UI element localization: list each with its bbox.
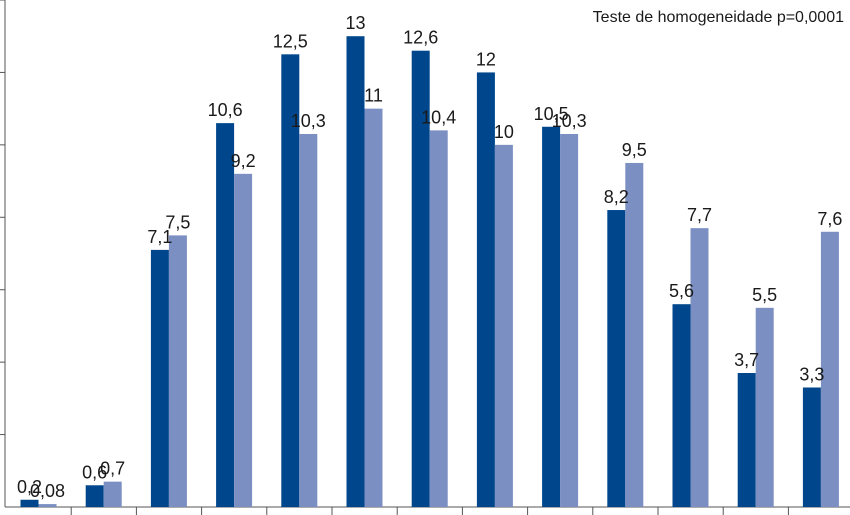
data-label-series2: 10,3: [291, 111, 326, 131]
data-label-series2: 0,08: [30, 481, 65, 501]
data-label-series1: 12,6: [403, 28, 438, 48]
data-label-series2: 10: [494, 122, 514, 142]
data-label-series2: 7,7: [687, 205, 712, 225]
bar-series1: [737, 373, 756, 507]
chart-data-labels: 0,2 0,6 7,1 10,6 12,5 13 12,6 12 10,5 8,2 5,6 3,7 3,…: [17, 13, 842, 501]
bar-series2: [103, 481, 122, 507]
data-label-series1: 5,6: [669, 281, 694, 301]
bar-series2: [299, 133, 318, 507]
data-label-series1: 3,7: [734, 350, 759, 370]
data-label-series1: 0,6: [82, 462, 107, 482]
bar-series2: [168, 235, 187, 507]
data-label-series2: 9,2: [231, 151, 256, 171]
bar-series1: [85, 485, 104, 507]
data-label-series1: 0,2: [17, 477, 42, 497]
chart-bars: [20, 36, 839, 508]
bar-series2: [690, 228, 709, 507]
data-label-series1: 8,2: [604, 187, 629, 207]
data-label-series1: 10,6: [208, 100, 243, 120]
bar-series2: [625, 162, 644, 507]
bar-series1: [411, 50, 430, 507]
data-label-series1: 12: [476, 49, 496, 69]
bar-series1: [542, 126, 561, 507]
data-label-series1: 10,5: [534, 104, 569, 124]
data-label-series2: 10,3: [552, 111, 587, 131]
bar-series2: [755, 307, 774, 507]
bar-series2: [820, 231, 839, 507]
bar-series1: [672, 304, 691, 507]
bar-series1: [607, 210, 626, 508]
data-label-series2: 10,4: [421, 107, 456, 127]
bar-series2: [364, 108, 383, 508]
bar-series1: [476, 72, 495, 507]
data-label-series2: 9,5: [622, 140, 647, 160]
bar-series2: [38, 504, 57, 507]
bar-series1: [20, 499, 39, 507]
data-label-series1: 13: [345, 13, 365, 33]
bar-series2: [429, 130, 448, 507]
data-label-series2: 11: [364, 86, 383, 106]
bar-series1: [150, 249, 169, 507]
bar-series1: [281, 54, 300, 507]
bar-series1: [216, 123, 235, 507]
data-label-series1: 3,3: [799, 364, 824, 384]
bar-series2: [494, 144, 513, 507]
bar-series2: [560, 133, 579, 507]
data-label-series1: 7,1: [147, 227, 172, 247]
data-label-series2: 5,5: [752, 285, 777, 305]
bar-series1: [346, 36, 365, 507]
homogeneity-test-note: Teste de homogeneidade p=0,0001: [593, 9, 844, 26]
data-label-series2: 0,7: [100, 459, 125, 479]
data-label-series2: 7,5: [165, 212, 190, 232]
bar-series2: [234, 173, 253, 508]
data-label-series2: 7,6: [817, 209, 842, 229]
bar-series1: [802, 387, 821, 507]
data-label-series1: 12,5: [273, 31, 308, 51]
